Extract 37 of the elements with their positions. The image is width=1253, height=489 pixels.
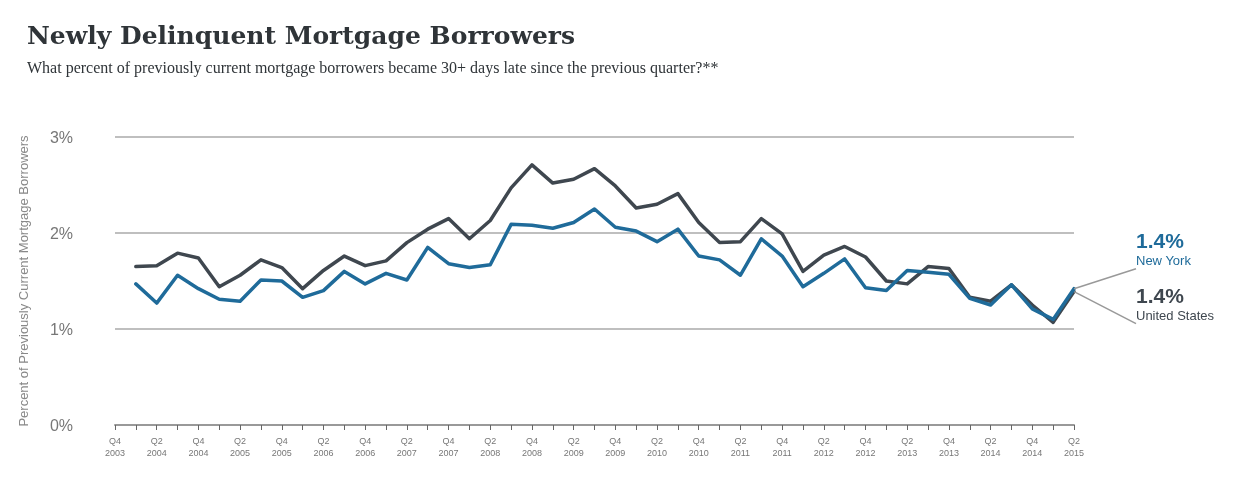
x-tick-label: Q2 2014 (980, 436, 1001, 458)
x-tick-label: Q4 2010 (688, 436, 709, 458)
line-series (134, 207, 1076, 322)
chart-title: Newly Delinquent Mortgage Borrowers (27, 21, 576, 50)
x-tick-label: Q4 2007 (438, 436, 459, 458)
x-tick-label: Q4 2013 (938, 436, 959, 458)
text: New York (1136, 253, 1192, 269)
x-tick-label: Q2 2008 (480, 436, 501, 458)
x-tick-label: Q2 2007 (396, 436, 417, 458)
x-tick-label: Q4 2009 (605, 436, 626, 458)
x-tick-label: Q4 2003 (104, 436, 126, 458)
x-tick-label: Q2 2010 (647, 436, 668, 458)
x-tick-label: Q2 2004 (146, 436, 167, 458)
x-tick-label: Q4 2004 (188, 436, 209, 458)
x-tick-label: Q2 2009 (563, 436, 584, 458)
x-tick-label: Q4 2011 (772, 436, 792, 458)
x-tick-label: Q4 2006 (355, 436, 376, 458)
text: United States (1136, 308, 1215, 324)
x-tick-label: Q4 2008 (521, 436, 542, 458)
data-label: 1.4% (1136, 229, 1185, 253)
x-tick-label: Q2 2015 (1063, 436, 1085, 458)
x-tick-label: Q2 2011 (730, 436, 751, 458)
y-tick-label: 0% (49, 416, 73, 434)
x-tick-label: Q4 2005 (271, 436, 292, 458)
x-tick-label: Q2 2005 (230, 436, 251, 458)
line-series (134, 163, 1076, 325)
y-tick-label: 1% (49, 320, 73, 338)
x-tick-label: Q4 2014 (1022, 436, 1043, 458)
x-tick-label: Q2 2006 (313, 436, 334, 458)
x-tick-label: Q2 2012 (813, 436, 834, 458)
y-axis-title: Percent of Previously Current Mortgage Borrowers (16, 134, 31, 427)
chart-subtitle: What percent of previously current mortgage borrowers became 30+ days late since the previous quarter?** (27, 58, 719, 77)
x-tick-label: Q4 2012 (855, 436, 876, 458)
y-tick-label: 3% (49, 128, 73, 146)
y-tick-label: 2% (49, 224, 73, 242)
data-label: 1.4% (1136, 284, 1185, 308)
x-tick-label: Q2 2013 (897, 436, 918, 458)
